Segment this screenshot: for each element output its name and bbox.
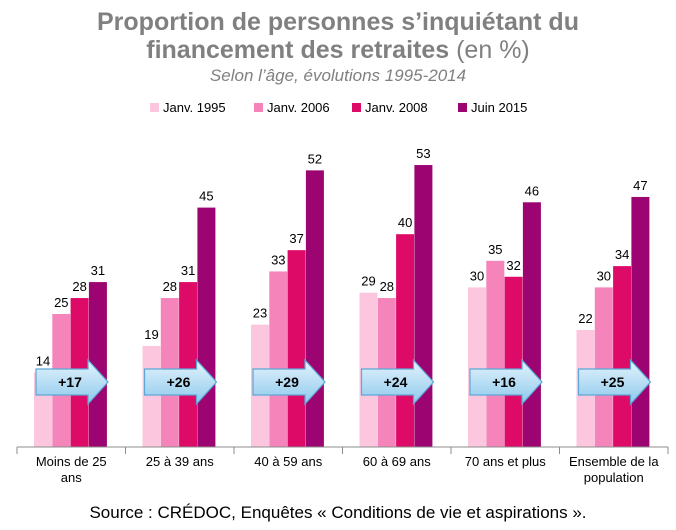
bar-value-label: 46	[525, 183, 539, 198]
bar-value-label: 35	[488, 242, 502, 257]
bar-value-label: 30	[470, 268, 484, 283]
category-label: 25 à 39 ans	[146, 454, 214, 469]
chart-title-unit: (en %)	[456, 36, 530, 64]
category-label: Ensemble de la	[569, 454, 659, 469]
legend-label: Janv. 2008	[365, 100, 428, 115]
bar-value-label: 29	[361, 274, 375, 289]
change-arrow	[577, 358, 652, 406]
change-label: +29	[275, 374, 299, 390]
legend-swatch	[254, 103, 263, 112]
bar	[88, 282, 107, 447]
bar-value-label: 19	[144, 327, 158, 342]
legend-swatch	[458, 103, 467, 112]
bar-value-label: 28	[163, 279, 177, 294]
bar	[142, 345, 161, 447]
category-label: population	[584, 470, 644, 485]
bar-value-label: 22	[578, 311, 592, 326]
value-labels: 14 25 28 31 19 28 31 45 23 33 37 52 29 28 40 53 30 35 32 46…	[36, 146, 648, 368]
bar-value-label: 28	[72, 279, 86, 294]
change-label: +16	[492, 374, 516, 390]
bar-value-label: 14	[36, 354, 50, 369]
category-label: Moins de 25	[36, 454, 107, 469]
bar-value-label: 30	[597, 268, 611, 283]
change-arrow	[35, 358, 109, 406]
change-label: +25	[601, 374, 625, 390]
source-note: Source : CRÉDOC, Enquêtes « Conditions d…	[89, 503, 587, 522]
bar	[414, 165, 433, 448]
change-arrow	[143, 358, 218, 406]
bar	[504, 276, 523, 447]
bar-value-label: 32	[506, 258, 520, 273]
legend-swatch	[352, 103, 361, 112]
change-arrow	[252, 358, 326, 406]
bar	[269, 271, 288, 447]
chart-title-line1: Proportion de personnes s’inquiétant du	[97, 8, 579, 36]
bar-value-label: 53	[416, 146, 430, 161]
bar	[197, 207, 216, 447]
category-label: 70 ans et plus	[465, 454, 546, 469]
bar-value-label: 33	[271, 252, 285, 267]
change-label: +17	[58, 374, 82, 390]
bar	[287, 250, 306, 447]
change-arrow	[469, 358, 543, 406]
legend-label: Janv. 2006	[267, 100, 330, 115]
bar	[486, 260, 505, 447]
bar	[396, 234, 415, 447]
chart-title-main: financement des retraites	[146, 36, 450, 64]
bar-value-label: 45	[199, 189, 213, 204]
bar	[613, 266, 632, 447]
bar-value-label: 25	[54, 295, 68, 310]
bar-value-label: 47	[633, 178, 647, 193]
legend: Janv. 1995 Janv. 2006 Janv. 2008 Juin 2015	[150, 100, 527, 115]
category-label: ans	[61, 470, 82, 485]
bar-value-label: 31	[181, 263, 195, 278]
category-label: 40 à 59 ans	[254, 454, 322, 469]
bar	[179, 282, 198, 447]
legend-label: Janv. 1995	[163, 100, 226, 115]
bar-value-label: 28	[380, 279, 394, 294]
chart-title-line2: financement des retraites (en %)	[0, 36, 676, 64]
category-label: 60 à 69 ans	[363, 454, 431, 469]
change-arrows: +17 +26 +29 +24 +16 +25	[35, 358, 652, 406]
legend-label: Juin 2015	[471, 100, 527, 115]
chart-subtitle: Selon l’âge, évolutions 1995-2014	[209, 66, 467, 85]
bar-value-label: 34	[615, 247, 629, 262]
legend-swatch	[150, 103, 159, 112]
bar	[305, 170, 324, 448]
bar	[468, 287, 486, 447]
bar	[631, 196, 650, 447]
bar-value-label: 37	[289, 231, 303, 246]
change-label: +26	[167, 374, 191, 390]
bar	[522, 202, 541, 447]
bar	[594, 287, 613, 447]
change-arrow	[360, 358, 435, 406]
bar-value-label: 23	[253, 306, 267, 321]
bar-chart: Janv. 1995 Janv. 2006 Janv. 2008 Juin 2015 …	[16, 100, 669, 485]
bar-value-label: 40	[398, 215, 412, 230]
bar-value-label: 52	[308, 151, 322, 166]
bars	[34, 165, 650, 448]
change-label: +24	[384, 374, 408, 390]
x-axis	[16, 446, 669, 454]
bar-value-label: 31	[91, 263, 105, 278]
